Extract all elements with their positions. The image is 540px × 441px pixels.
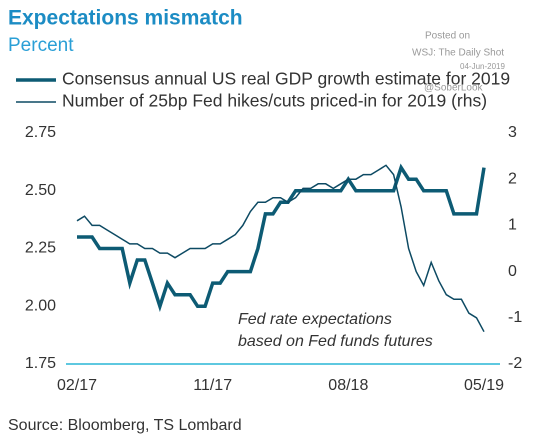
y-tick-label: 1.75 [25, 355, 56, 372]
annotation: based on Fed funds futures [238, 333, 433, 350]
source: Source: Bloomberg, TS Lombard [8, 417, 242, 434]
y-tick-label: 2.00 [25, 297, 56, 314]
y-tick-label: 2.25 [25, 240, 56, 257]
x-tick-label: 05/19 [464, 377, 504, 394]
series-line [77, 163, 486, 312]
x-tick-label: 08/18 [328, 377, 368, 394]
y2-tick-label: -1 [508, 309, 522, 326]
annotation: Fed rate expectations [238, 311, 392, 328]
y2-tick-label: 3 [508, 124, 517, 141]
y-tick-label: 2.50 [25, 182, 56, 199]
legend-label: Consensus annual US real GDP growth esti… [62, 69, 510, 89]
x-tick-label: 02/17 [57, 377, 97, 394]
y2-tick-label: 0 [508, 263, 517, 280]
chart-subtitle: Percent [8, 35, 74, 56]
y2-tick-label: 2 [508, 170, 517, 187]
x-tick-label: 11/17 [193, 377, 232, 394]
series-line [76, 164, 485, 333]
y-tick-label: 2.75 [25, 124, 56, 141]
watermark: @SoberLook [424, 83, 484, 94]
chart-title: Expectations mismatch [8, 7, 243, 30]
y2-tick-label: -2 [508, 355, 522, 372]
watermark: Posted on [425, 31, 470, 42]
watermark: 04-Jun-2019 [460, 62, 505, 71]
y2-tick-label: 1 [508, 217, 517, 234]
legend-label: Number of 25bp Fed hikes/cuts priced-in … [62, 91, 487, 111]
watermark: WSJ: The Daily Shot [412, 48, 504, 59]
